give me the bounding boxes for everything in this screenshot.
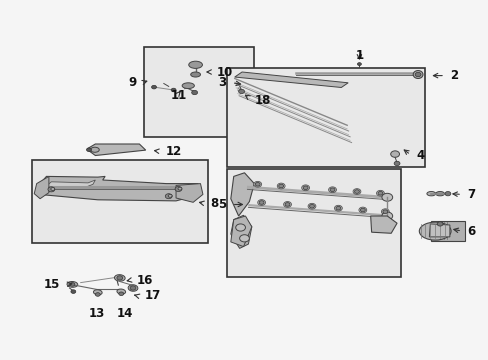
Circle shape [171, 88, 176, 92]
Circle shape [329, 188, 334, 192]
Circle shape [335, 206, 340, 210]
Ellipse shape [253, 181, 261, 187]
Polygon shape [87, 144, 145, 156]
Ellipse shape [334, 205, 342, 211]
Circle shape [51, 188, 55, 190]
Text: 15: 15 [43, 278, 60, 291]
Text: 13: 13 [88, 307, 105, 320]
Circle shape [393, 161, 399, 166]
Circle shape [255, 183, 260, 186]
Ellipse shape [381, 212, 392, 220]
Ellipse shape [114, 275, 125, 281]
Text: 1: 1 [355, 49, 363, 62]
Circle shape [360, 208, 365, 212]
Ellipse shape [117, 289, 125, 294]
Circle shape [175, 186, 182, 192]
Ellipse shape [257, 200, 265, 206]
Circle shape [382, 210, 387, 213]
Circle shape [119, 292, 123, 296]
Ellipse shape [381, 209, 388, 215]
Bar [430, 221, 464, 241]
Text: 17: 17 [144, 289, 160, 302]
Bar [227, 68, 425, 167]
Circle shape [259, 201, 264, 204]
Text: 8: 8 [210, 197, 218, 210]
Circle shape [354, 190, 359, 193]
Circle shape [444, 192, 450, 196]
Polygon shape [234, 72, 347, 87]
Text: 6: 6 [466, 225, 474, 238]
Circle shape [309, 204, 314, 208]
Circle shape [178, 187, 182, 190]
Ellipse shape [352, 189, 360, 194]
Ellipse shape [93, 290, 102, 295]
Circle shape [285, 203, 289, 206]
Circle shape [165, 194, 172, 199]
Text: 12: 12 [165, 145, 181, 158]
Circle shape [117, 276, 122, 280]
Ellipse shape [277, 183, 285, 189]
Text: 7: 7 [466, 188, 474, 201]
Ellipse shape [419, 222, 450, 240]
Bar [227, 169, 400, 277]
Polygon shape [428, 224, 449, 237]
Polygon shape [370, 216, 396, 233]
Ellipse shape [301, 185, 309, 191]
Circle shape [377, 192, 382, 195]
Circle shape [95, 293, 100, 296]
Polygon shape [176, 184, 203, 202]
Ellipse shape [412, 71, 422, 78]
Ellipse shape [182, 83, 194, 89]
Text: 5: 5 [217, 198, 225, 211]
Polygon shape [230, 215, 251, 248]
Circle shape [71, 290, 76, 293]
Ellipse shape [190, 72, 200, 77]
Text: 3: 3 [217, 76, 225, 89]
Circle shape [86, 148, 91, 152]
Polygon shape [34, 176, 49, 199]
Polygon shape [41, 180, 95, 193]
Ellipse shape [381, 193, 392, 201]
Text: 14: 14 [116, 307, 133, 320]
Ellipse shape [188, 61, 202, 68]
Circle shape [168, 194, 172, 197]
Ellipse shape [426, 192, 435, 196]
Circle shape [303, 186, 307, 190]
Circle shape [70, 283, 75, 286]
Circle shape [436, 222, 442, 226]
Ellipse shape [358, 207, 366, 213]
Circle shape [130, 286, 136, 290]
Bar [144, 47, 254, 137]
Circle shape [357, 63, 361, 66]
Circle shape [239, 235, 249, 242]
Circle shape [151, 85, 156, 89]
Polygon shape [39, 176, 200, 201]
Circle shape [191, 90, 197, 95]
Ellipse shape [128, 285, 138, 291]
Ellipse shape [67, 282, 78, 287]
Circle shape [278, 184, 283, 188]
Bar [32, 160, 207, 243]
Ellipse shape [90, 147, 99, 152]
Circle shape [235, 224, 245, 231]
Ellipse shape [328, 187, 336, 193]
Ellipse shape [283, 202, 291, 207]
Text: 9: 9 [128, 76, 137, 89]
Text: 4: 4 [416, 149, 424, 162]
Polygon shape [230, 173, 254, 216]
Text: 18: 18 [254, 94, 270, 107]
Circle shape [238, 89, 244, 94]
Polygon shape [230, 216, 251, 247]
Text: 10: 10 [216, 66, 232, 78]
Ellipse shape [435, 192, 444, 196]
Ellipse shape [376, 190, 384, 196]
Ellipse shape [390, 151, 399, 157]
Circle shape [414, 72, 420, 77]
Text: 2: 2 [449, 69, 457, 82]
Ellipse shape [307, 203, 315, 209]
Text: 16: 16 [137, 274, 153, 287]
Text: 11: 11 [171, 89, 187, 102]
Circle shape [48, 187, 55, 192]
